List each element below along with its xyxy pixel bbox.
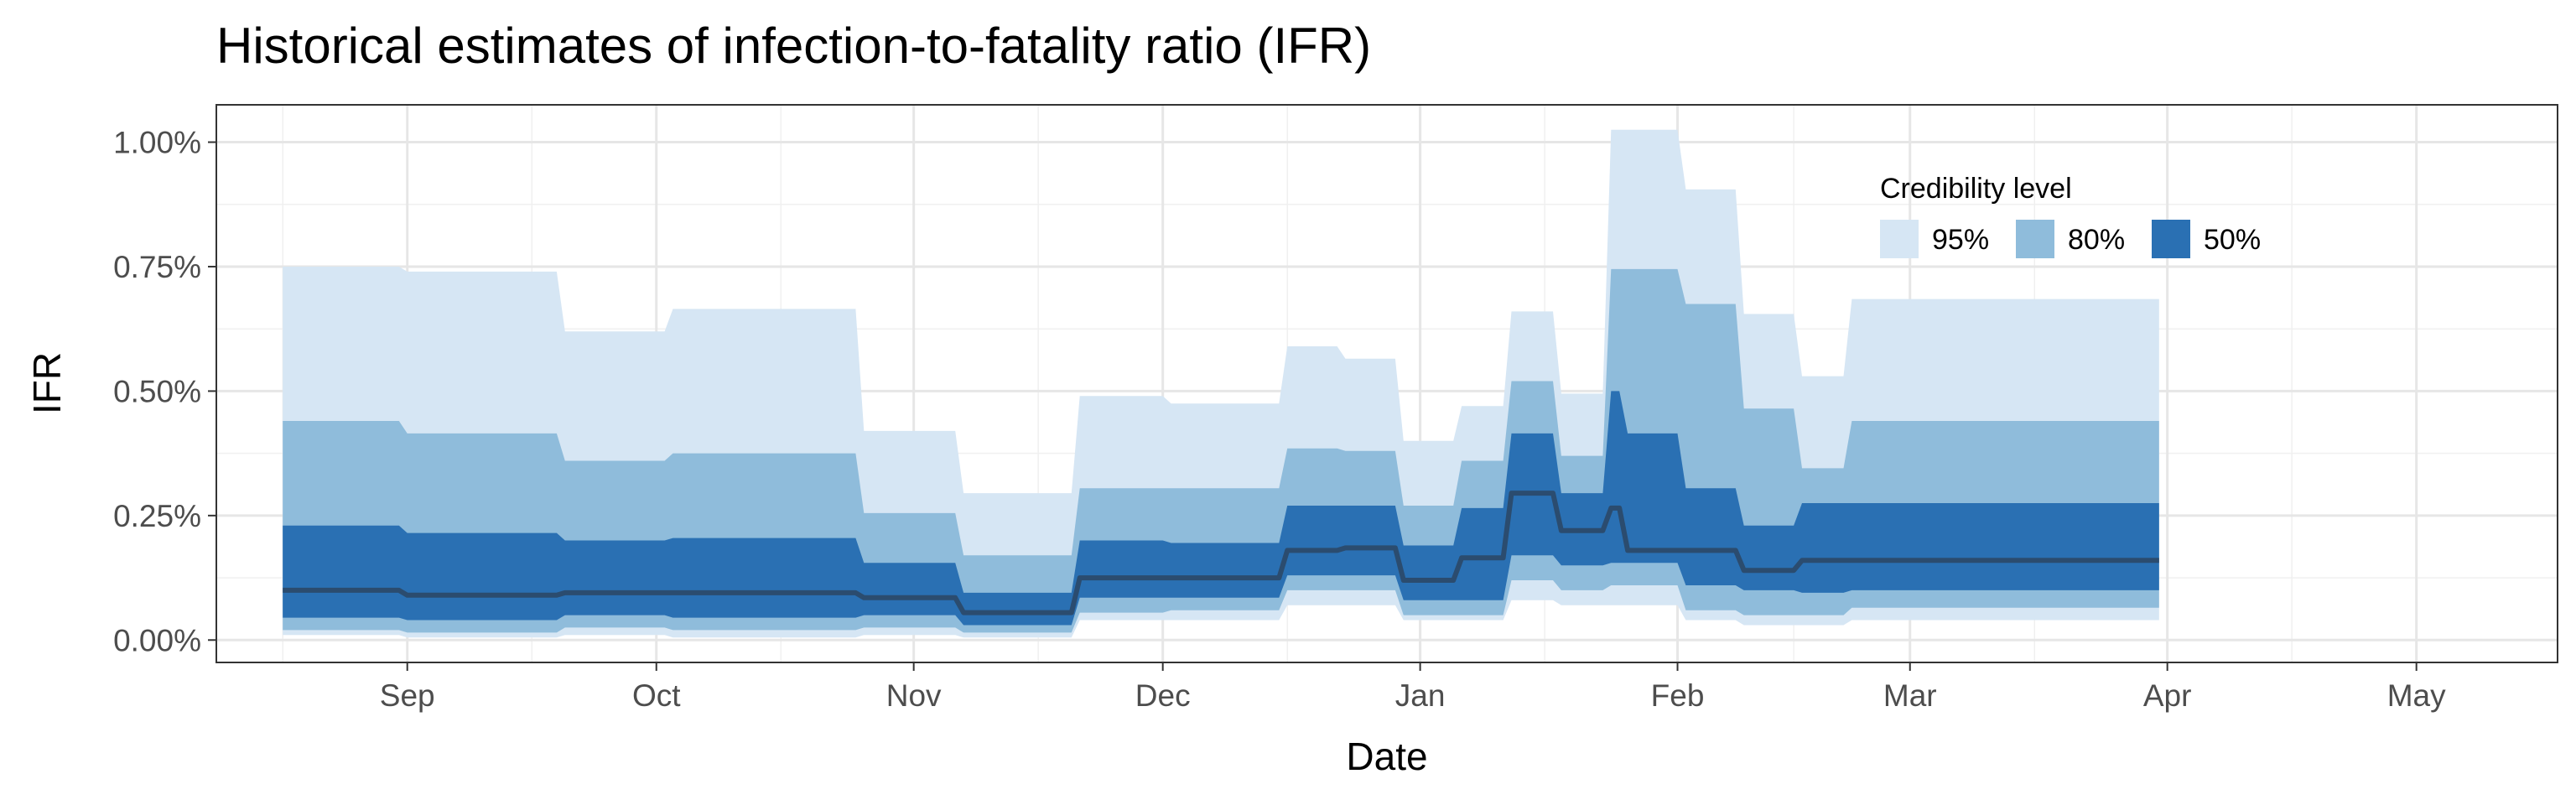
x-tick-label: Dec <box>1135 678 1191 713</box>
y-tick-label: 0.75% <box>113 250 201 284</box>
chart-title: Historical estimates of infection-to-fat… <box>216 18 1371 74</box>
x-axis: Sep Oct Nov Dec Jan Feb Mar Apr May <box>380 662 2446 713</box>
x-tick-label: Nov <box>886 678 942 713</box>
y-tick-label: 0.25% <box>113 499 201 533</box>
y-tick-label: 0.00% <box>113 623 201 657</box>
legend-title: Credibility level <box>1880 173 2072 205</box>
legend-key <box>2152 220 2190 258</box>
x-tick-label: Sep <box>380 678 435 713</box>
legend-label: 50% <box>2204 224 2261 256</box>
x-tick-label: Mar <box>1883 678 1937 713</box>
x-tick-label: Apr <box>2143 678 2192 713</box>
credibility-bands <box>283 129 2159 638</box>
legend-label: 95% <box>1932 224 1989 256</box>
legend: Credibility level 95% 80% 50% <box>1880 173 2261 258</box>
x-tick-label: Jan <box>1395 678 1446 713</box>
x-axis-title: Date <box>1346 735 1427 778</box>
x-tick-label: Feb <box>1651 678 1705 713</box>
y-tick-label: 0.50% <box>113 374 201 408</box>
median-line <box>283 491 2159 615</box>
band-50pct <box>283 391 2159 626</box>
legend-key <box>2016 220 2054 258</box>
y-tick-label: 1.00% <box>113 126 201 160</box>
median-line-group <box>283 491 2159 615</box>
y-axis: 0.00% 0.25% 0.50% 0.75% 1.00% <box>113 126 216 657</box>
x-tick-label: Oct <box>632 678 681 713</box>
x-tick-label: May <box>2387 678 2446 713</box>
legend-label: 80% <box>2068 224 2125 256</box>
legend-key <box>1880 220 1919 258</box>
y-axis-title: IFR <box>25 352 69 414</box>
plot-border <box>216 104 2558 663</box>
